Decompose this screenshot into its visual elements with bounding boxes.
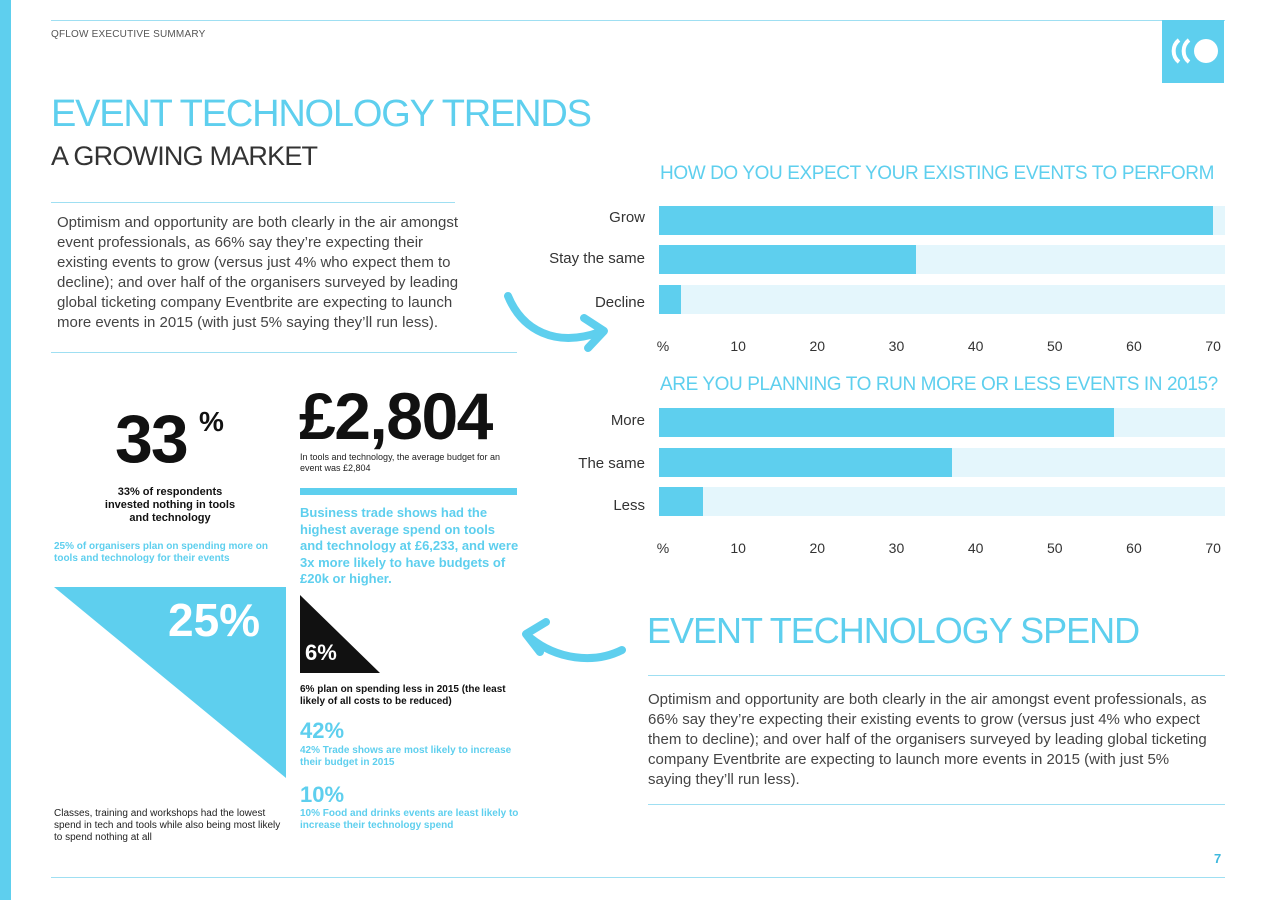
curved-arrow-right-icon — [504, 292, 608, 352]
chart1-bar-label: Grow — [609, 209, 645, 226]
page-number: 7 — [1214, 851, 1222, 866]
stat-6-caption: 6% plan on spending less in 2015 (the le… — [300, 684, 506, 707]
chart1-tick-label: 60 — [1126, 338, 1142, 354]
chart1-tick-label: 20 — [809, 338, 826, 354]
chart1-bar — [659, 206, 1214, 235]
chart2-bar-track — [659, 408, 1225, 437]
chart2-bar-label: Less — [613, 497, 645, 514]
chart1-bar-label: Stay the same — [549, 250, 645, 267]
chart2-tick-label: 20 — [809, 540, 826, 556]
chart2-tick-label: 30 — [888, 540, 905, 556]
budget-number: £2,804 — [299, 379, 493, 453]
chart1-bar-track — [659, 206, 1225, 235]
spend-bottom-divider — [648, 804, 1225, 805]
chart2-bar-track — [659, 487, 1225, 516]
stat-25-caption: 25% of organisers plan on spending more … — [54, 541, 268, 564]
chart2-tick-label: 70 — [1205, 540, 1221, 556]
footer-rule — [51, 877, 1225, 878]
intro-divider — [51, 352, 517, 353]
stat-6-number: 6% — [305, 640, 337, 665]
chart1-tick-label: 30 — [888, 338, 905, 354]
intro-paragraph: Optimism and opportunity are both clearl… — [57, 214, 459, 331]
chart2-tick-label: 60 — [1126, 540, 1142, 556]
stat-42-caption: 42% Trade shows are most likely to incre… — [300, 745, 512, 768]
chart1-bar-label: Decline — [594, 294, 645, 311]
stat-33-caption: 33% of respondents invested nothing in t… — [104, 486, 236, 524]
chart2-tick-label: % — [656, 540, 670, 556]
chart1-tick-label: 40 — [967, 338, 984, 354]
classes-caption: Classes, training and workshops had the … — [54, 808, 281, 843]
budget-accent-bar — [300, 488, 517, 495]
chart2-bar — [659, 487, 703, 516]
header-label: QFLOW EXECUTIVE SUMMARY — [51, 29, 206, 40]
stat-10-caption: 10% Food and drinks events are least lik… — [300, 808, 519, 831]
page-title: EVENT TECHNOLOGY TRENDS — [51, 93, 592, 135]
left-accent-strip — [0, 0, 11, 900]
chart1-tick-label: % — [656, 338, 670, 354]
chart1-tick-label: 10 — [730, 338, 746, 354]
budget-caption: In tools and technology, the average bud… — [300, 452, 500, 473]
chart1-bar-track — [659, 285, 1225, 314]
stat-6-triangle — [300, 595, 380, 673]
chart2-bar-label: The same — [578, 455, 645, 472]
stat-10-number: 10% — [300, 782, 345, 807]
chart2-tick-label: 50 — [1047, 540, 1063, 556]
chart1-bar — [659, 245, 917, 274]
chart2-tick-label: 40 — [967, 540, 984, 556]
stat-25-triangle — [54, 587, 286, 778]
title-divider — [51, 202, 455, 203]
stat-33-number: 33 — [115, 401, 189, 477]
top-rule — [51, 20, 1225, 21]
stat-25-number: 25% — [168, 594, 261, 646]
chart1-tick-label: 50 — [1047, 338, 1063, 354]
chart1-title: HOW DO YOU EXPECT YOUR EXISTING EVENTS T… — [660, 163, 1215, 184]
chart2-bar — [659, 448, 952, 477]
chart1-bar-track — [659, 245, 1225, 274]
stat-42-number: 42% — [300, 718, 345, 743]
chart1-bar — [659, 285, 682, 314]
chart2-bar-track — [659, 448, 1225, 477]
spend-title-divider — [648, 675, 1225, 676]
curved-arrow-left-icon — [522, 618, 626, 663]
trade-shows-callout: Business trade shows had the highest ave… — [300, 505, 519, 586]
page-subtitle: A GROWING MARKET — [51, 141, 318, 171]
qflow-logo-icon — [1162, 20, 1224, 83]
spend-section-title: EVENT TECHNOLOGY SPEND — [647, 610, 1140, 651]
chart1-tick-label: 70 — [1205, 338, 1221, 354]
spend-paragraph: Optimism and opportunity are both clearl… — [648, 691, 1207, 788]
chart2-tick-label: 10 — [730, 540, 746, 556]
chart2-bar-label: More — [610, 412, 645, 429]
chart2-bar — [659, 408, 1115, 437]
chart2-title: ARE YOU PLANNING TO RUN MORE OR LESS EVE… — [660, 374, 1218, 395]
stat-33-percent-sign: % — [199, 406, 224, 437]
